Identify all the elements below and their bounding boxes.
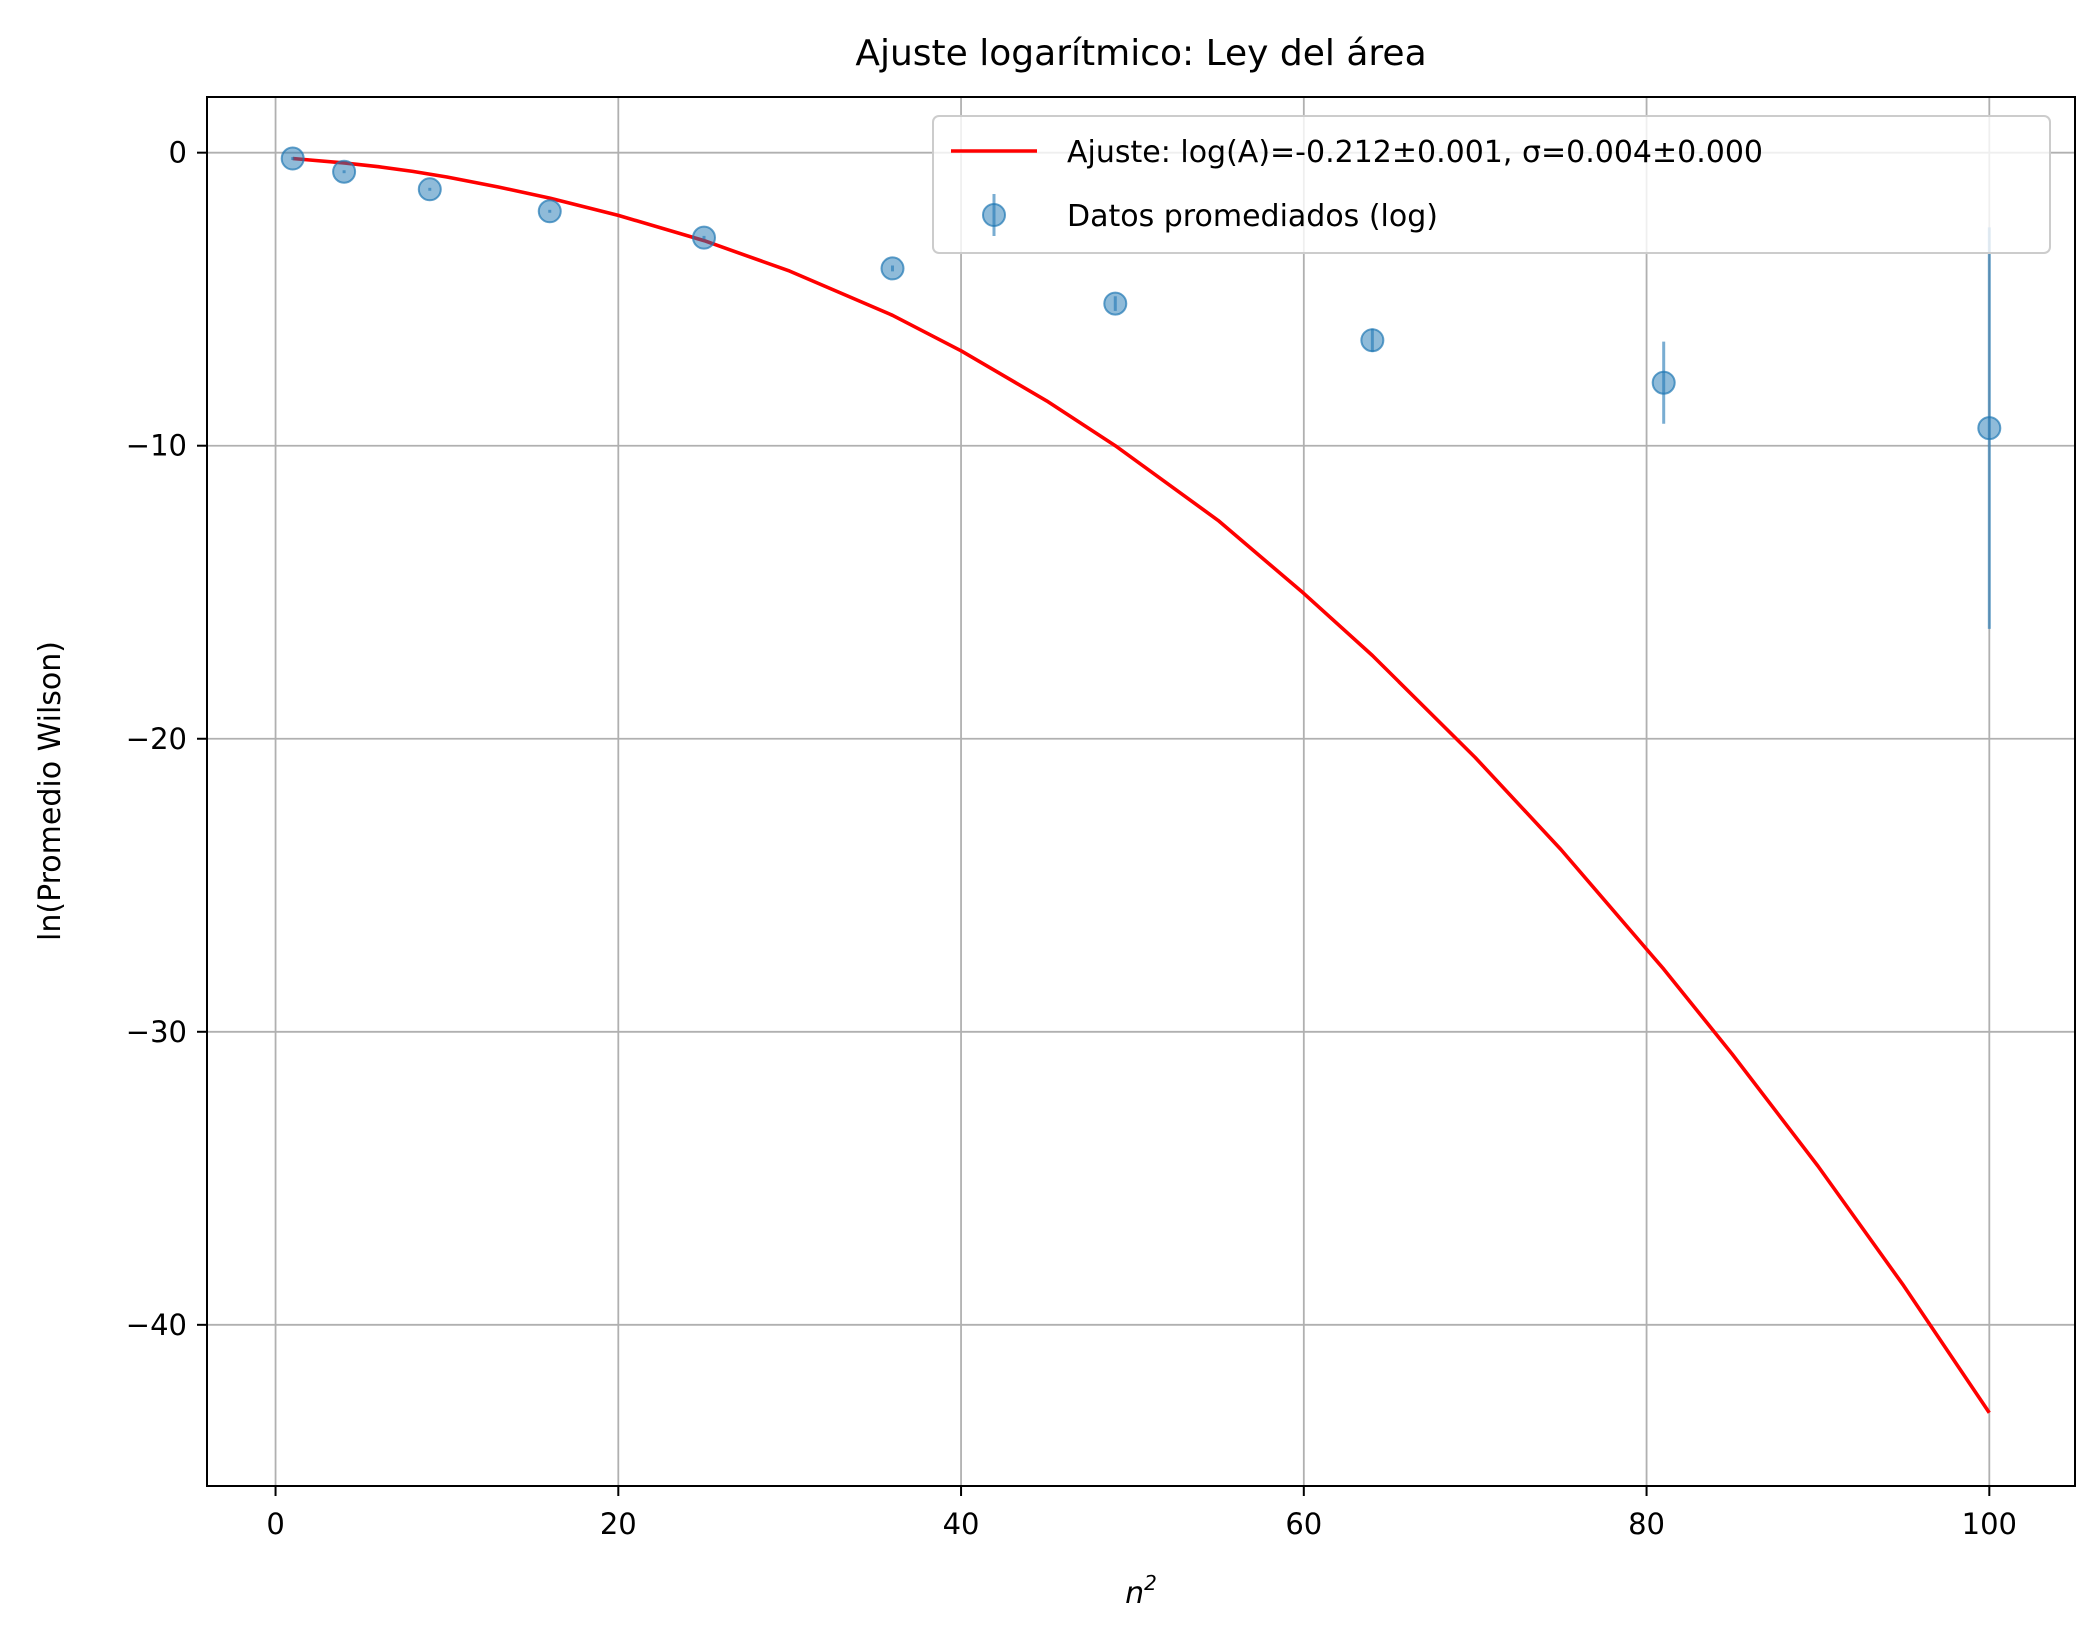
data-point <box>1977 416 2002 441</box>
legend-box <box>932 115 2051 254</box>
x-axis-title: n2 <box>1125 1571 1157 1611</box>
ticks: 0 20 40 60 80 100 0 −10 −20 −30 −40 <box>126 136 2017 1541</box>
data-series <box>280 146 2002 629</box>
x-tick-label: 0 <box>266 1507 284 1541</box>
data-point <box>417 177 442 202</box>
legend-data-marker <box>982 203 1006 227</box>
x-tick-label: 80 <box>1628 1507 1665 1541</box>
y-tick-label: −30 <box>126 1015 187 1049</box>
y-tick-label: −20 <box>126 722 187 756</box>
data-point <box>1651 370 1676 395</box>
data-point <box>332 159 357 184</box>
fit-series <box>292 156 1991 1414</box>
legend-fit-label: Ajuste: log(A)=-0.212±0.001, σ=0.004±0.0… <box>1067 135 1763 170</box>
data-point <box>1103 291 1128 316</box>
y-tick-label: −40 <box>126 1308 187 1342</box>
chart-title: Ajuste logarítmico: Ley del área <box>855 33 1426 74</box>
data-point <box>691 225 716 250</box>
y-axis-title: ln(Promedio Wilson) <box>33 641 68 941</box>
fit-line <box>292 156 1991 1414</box>
y-tick-label: −10 <box>126 429 187 463</box>
x-tick-label: 60 <box>1285 1507 1322 1541</box>
grid <box>207 97 2075 1486</box>
x-tick-label: 40 <box>943 1507 980 1541</box>
x-tick-label: 100 <box>1962 1507 2017 1541</box>
legend: Ajuste: log(A)=-0.212±0.001, σ=0.004±0.0… <box>932 115 2051 254</box>
legend-data-label: Datos promediados (log) <box>1067 199 1438 234</box>
data-point <box>1360 328 1385 353</box>
data-point <box>537 199 562 224</box>
y-tick-label: 0 <box>169 136 187 170</box>
data-point <box>280 146 305 171</box>
plot-frame <box>206 96 2076 1487</box>
data-point <box>880 256 905 281</box>
x-tick-label: 20 <box>600 1507 637 1541</box>
